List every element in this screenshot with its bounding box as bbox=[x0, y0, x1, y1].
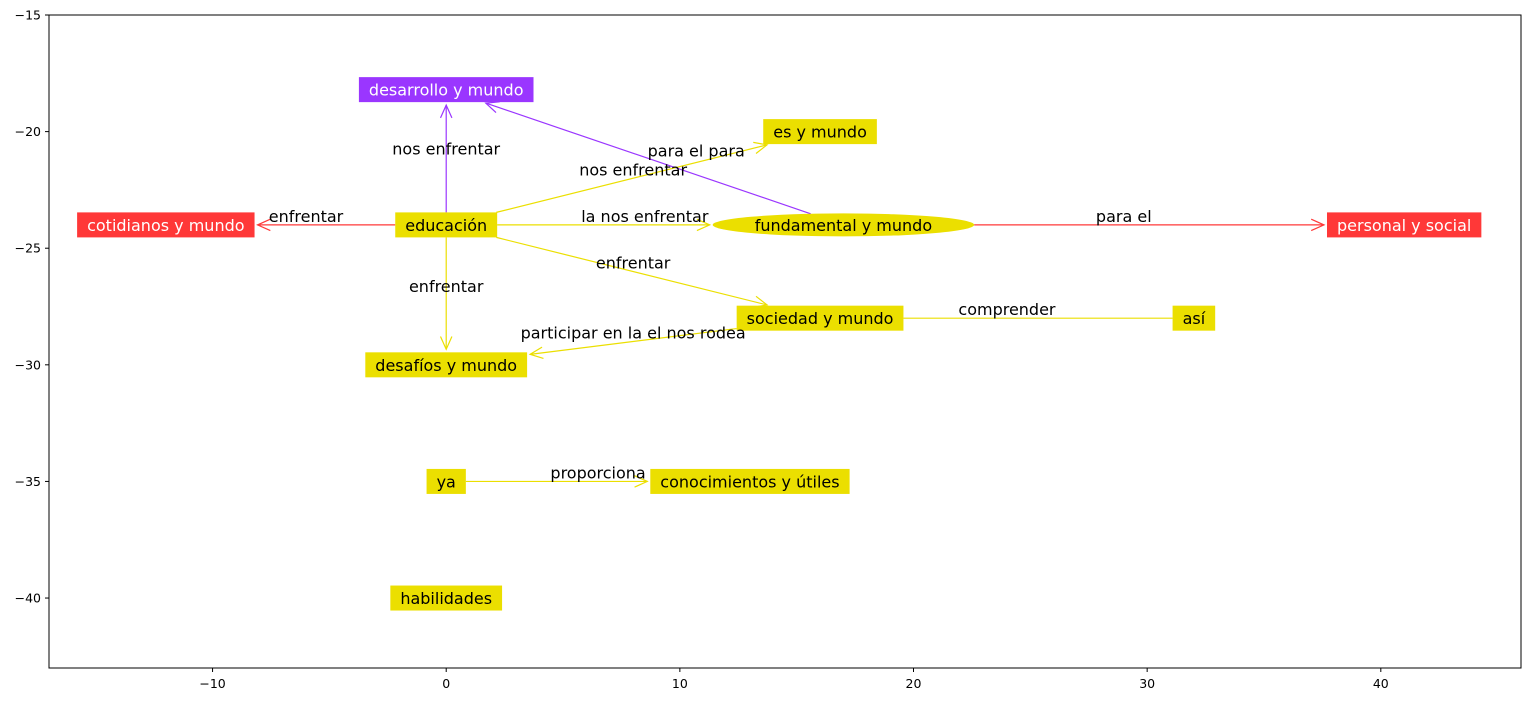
node-shape bbox=[77, 212, 255, 238]
edge-line bbox=[485, 102, 811, 215]
x-tick-label: 10 bbox=[672, 676, 688, 691]
edge-label: participar en la el nos rodea bbox=[521, 324, 746, 343]
y-tick-label: −35 bbox=[15, 474, 41, 489]
node-shape bbox=[395, 212, 498, 238]
node-label: es y mundo bbox=[773, 123, 867, 142]
edge-educacion-desarrollo bbox=[439, 103, 453, 213]
y-tick-label: −20 bbox=[15, 124, 41, 139]
arrowhead bbox=[753, 141, 769, 154]
node-label: fundamental y mundo bbox=[755, 216, 932, 235]
node-es: es y mundo bbox=[763, 119, 877, 145]
x-tick-label: 30 bbox=[1139, 676, 1155, 691]
node-shape bbox=[650, 468, 850, 494]
edge-educacion-es bbox=[496, 141, 769, 213]
plot-frame bbox=[48, 14, 1522, 669]
arrowhead bbox=[439, 103, 453, 119]
arrowhead bbox=[484, 101, 500, 114]
node-label: ya bbox=[437, 472, 456, 491]
node-cotidianos: cotidianos y mundo bbox=[77, 212, 255, 238]
node-fundamental: fundamental y mundo bbox=[712, 213, 975, 237]
node-conocimientos: conocimientos y útiles bbox=[650, 468, 850, 494]
node-label: sociedad y mundo bbox=[747, 309, 894, 328]
edge-label: para el bbox=[1096, 207, 1152, 226]
arrowhead bbox=[1310, 218, 1326, 232]
node-label: así bbox=[1183, 309, 1206, 328]
node-shape bbox=[712, 213, 975, 237]
y-tick-label: −25 bbox=[15, 241, 41, 256]
node-sociedad: sociedad y mundo bbox=[736, 305, 904, 331]
edge-line bbox=[496, 236, 768, 306]
edge-educacion-cotidianos bbox=[256, 218, 396, 232]
y-tick-label: −30 bbox=[15, 357, 41, 372]
edge-label: nos enfrentar bbox=[392, 139, 500, 158]
node-label: habilidades bbox=[400, 589, 492, 608]
node-asi: así bbox=[1172, 305, 1216, 331]
edge-sociedad-desafios bbox=[528, 327, 737, 360]
x-tick-label: −10 bbox=[199, 676, 225, 691]
y-tick-label: −40 bbox=[15, 591, 41, 606]
edge-educacion-desafios bbox=[439, 237, 453, 351]
node-desafios: desafíos y mundo bbox=[365, 352, 528, 378]
node-shape bbox=[365, 352, 528, 378]
node-habilidades: habilidades bbox=[390, 585, 503, 611]
node-shape bbox=[736, 305, 904, 331]
edge-label: enfrentar bbox=[596, 254, 671, 273]
edge-label-layer: nos enfrentar nos enfrentar enfrentar la no… bbox=[269, 139, 1152, 482]
axes: −10 0 10 20 30 40 −15 −20 −25 −30 −35 −40 bbox=[15, 8, 1389, 692]
edge-label: nos enfrentar bbox=[579, 160, 687, 179]
edge-educacion-fundamental bbox=[497, 218, 712, 232]
node-label: cotidianos y mundo bbox=[87, 216, 244, 235]
node-layer: desarrollo y mundo es y mundo cotidianos y… bbox=[77, 77, 1482, 611]
edge-label: para el para bbox=[648, 141, 745, 160]
edge-label: la nos enfrentar bbox=[581, 207, 709, 226]
arrowhead bbox=[439, 336, 453, 351]
edge-label: proporciona bbox=[550, 463, 645, 482]
x-tick-label: 20 bbox=[906, 676, 922, 691]
node-shape bbox=[390, 585, 503, 611]
node-shape bbox=[358, 77, 534, 103]
node-shape bbox=[1172, 305, 1216, 331]
node-desarrollo: desarrollo y mundo bbox=[358, 77, 534, 103]
x-tick-label: 40 bbox=[1373, 676, 1389, 691]
arrowhead bbox=[528, 346, 544, 360]
edge-line bbox=[496, 144, 768, 213]
x-tick-label: 0 bbox=[442, 676, 450, 691]
arrowhead bbox=[634, 475, 649, 488]
node-label: conocimientos y útiles bbox=[660, 472, 839, 491]
y-tick-label: −15 bbox=[15, 8, 41, 23]
node-shape bbox=[426, 468, 466, 494]
edge-label: enfrentar bbox=[409, 277, 484, 296]
node-label: desafíos y mundo bbox=[375, 356, 517, 375]
node-shape bbox=[1326, 212, 1482, 238]
node-label: personal y social bbox=[1337, 216, 1471, 235]
node-educacion: educación bbox=[395, 212, 498, 238]
edge-fundamental-personal bbox=[974, 218, 1326, 232]
edge-fundamental-desarrollo bbox=[484, 101, 811, 215]
node-ya: ya bbox=[426, 468, 466, 494]
node-personal: personal y social bbox=[1326, 212, 1482, 238]
node-label: educación bbox=[405, 216, 487, 235]
node-shape bbox=[763, 119, 877, 145]
edge-label: comprender bbox=[958, 300, 1056, 319]
edge-label: enfrentar bbox=[269, 207, 344, 226]
arrowhead bbox=[696, 218, 712, 232]
edge-line bbox=[530, 327, 737, 355]
node-label: desarrollo y mundo bbox=[369, 81, 524, 100]
arrowhead bbox=[256, 218, 271, 232]
edge-ya-conocimientos bbox=[465, 475, 649, 488]
